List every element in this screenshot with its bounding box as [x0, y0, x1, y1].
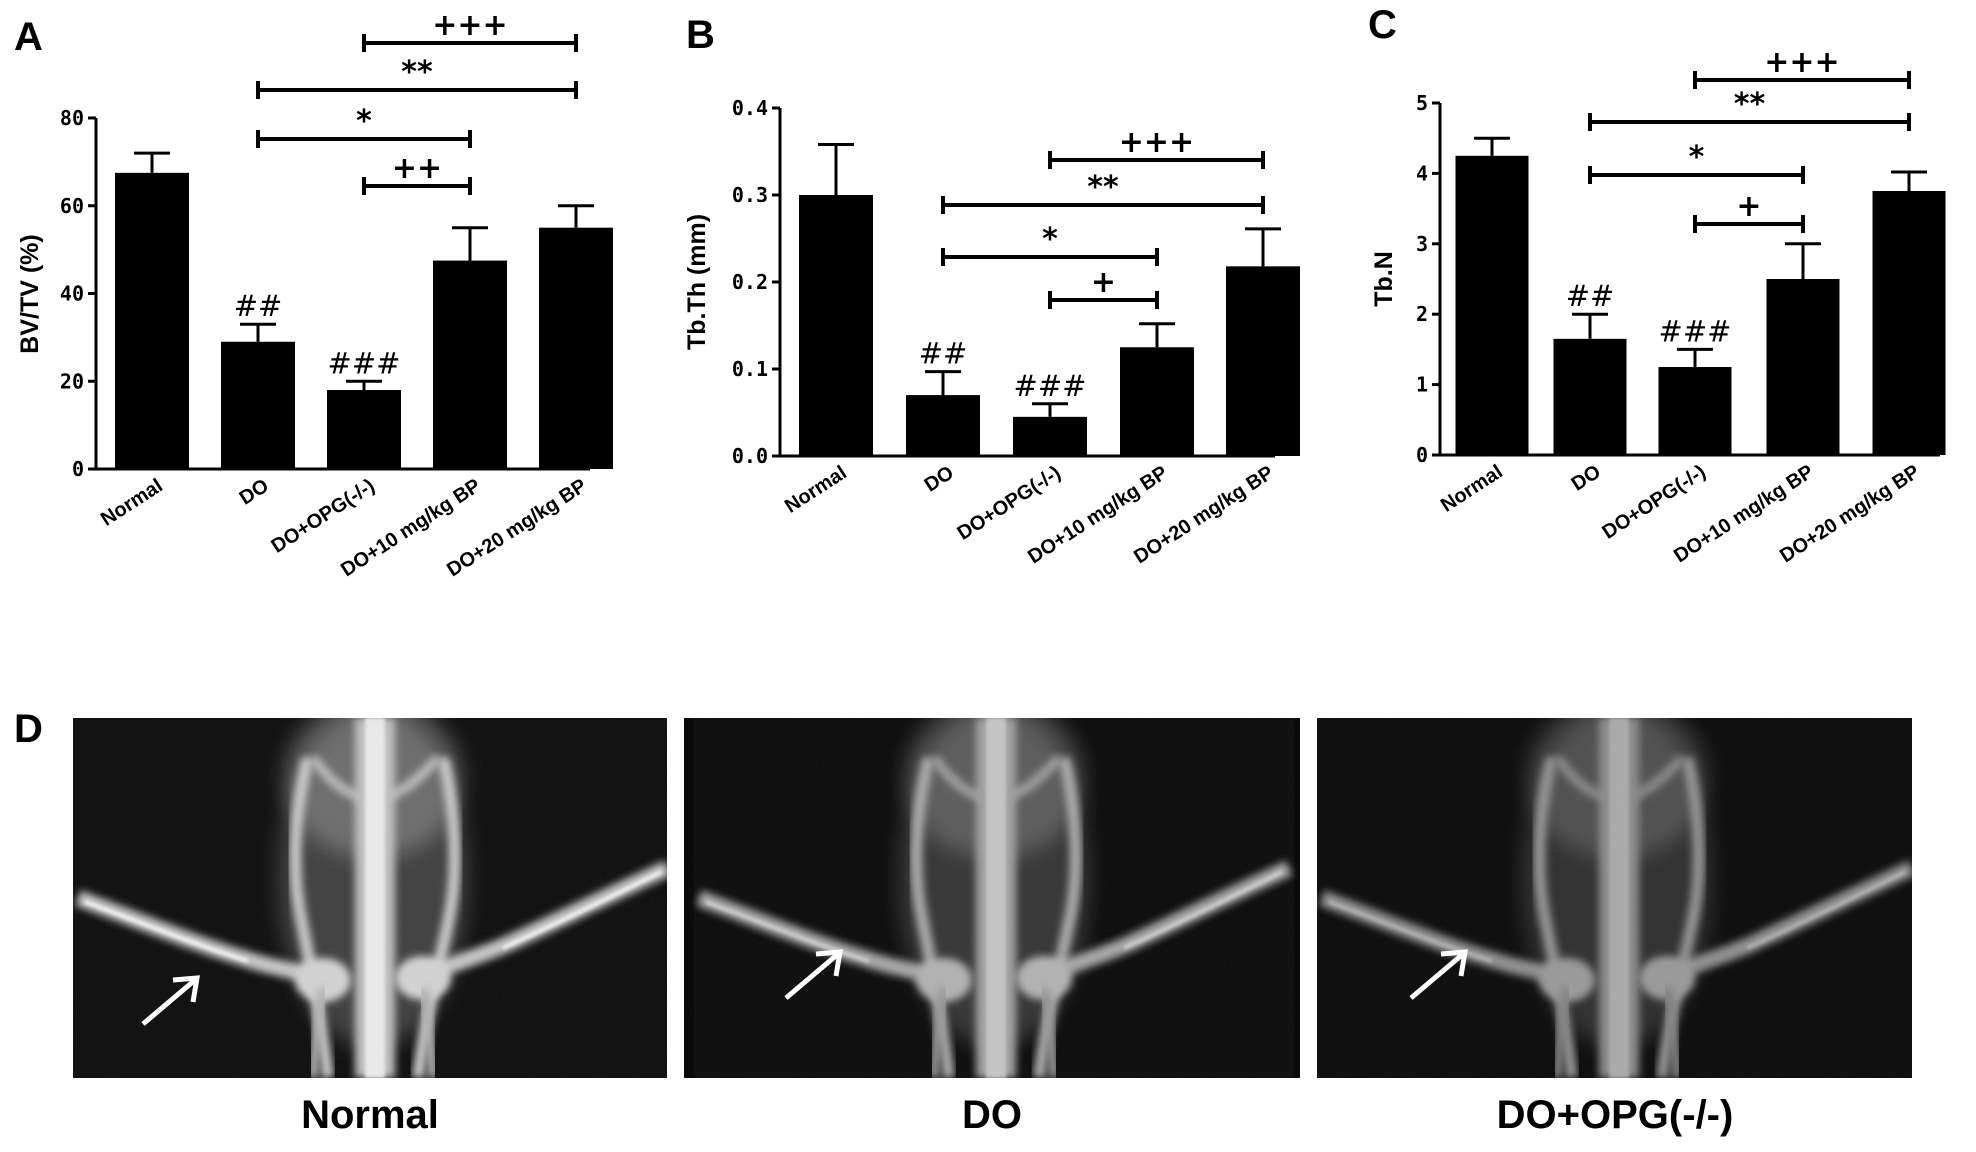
bar [327, 390, 401, 469]
category-label: Normal [781, 462, 851, 518]
significance-hash-label: ## [234, 289, 283, 323]
y-tick-label: 0 [1416, 443, 1428, 467]
bar [799, 195, 873, 456]
panel-letter-d: D [14, 707, 43, 751]
bar [1872, 191, 1946, 455]
category-label: DO+OPG(-/-) [1598, 461, 1709, 544]
comparison-label: ** [401, 55, 433, 90]
category-label: DO [1568, 461, 1605, 496]
bar [1553, 338, 1627, 455]
significance-hash-label: ### [328, 346, 401, 380]
caption-do: DO [962, 1093, 1022, 1137]
y-tick-label: 0.4 [732, 96, 768, 120]
y-tick-label: 80 [60, 106, 84, 130]
y-axis-label: Tb.Th (mm) [683, 214, 711, 350]
panel-letter-b: B [686, 13, 715, 57]
caption-do-opg: DO+OPG(-/-) [1497, 1093, 1734, 1137]
y-tick-label: 3 [1416, 232, 1428, 256]
category-label: DO+OPG(-/-) [953, 462, 1064, 545]
significance-hash-label: ### [1659, 314, 1732, 348]
y-axis-label: Tb.N [1370, 251, 1398, 307]
bar [1658, 367, 1732, 455]
bar [1226, 266, 1300, 456]
y-tick-label: 40 [60, 282, 84, 306]
white-arrow-icon [784, 949, 843, 1000]
comparison-label: * [356, 104, 372, 139]
significance-hash-label: ## [1566, 279, 1615, 313]
y-tick-label: 0.2 [732, 270, 768, 294]
panel-letter-a: A [14, 15, 43, 59]
comparison-label: +++ [1119, 125, 1194, 160]
significance-hash-label: ### [1014, 369, 1087, 403]
category-label: Normal [1437, 461, 1507, 517]
y-tick-label: 5 [1416, 91, 1428, 115]
bar [1455, 155, 1529, 456]
comparison-label: ** [1087, 170, 1119, 205]
bar [115, 172, 189, 469]
category-label: DO+OPG(-/-) [267, 475, 378, 558]
y-tick-label: 0.1 [732, 357, 768, 381]
bar [1013, 416, 1087, 456]
comparison-label: +++ [1764, 45, 1839, 80]
panel-letter-c: C [1368, 3, 1397, 47]
comparison-label: ** [1734, 87, 1766, 122]
y-tick-label: 0.3 [732, 183, 768, 207]
white-arrow-icon [141, 975, 200, 1026]
comparison-label: * [1042, 222, 1058, 257]
bar [433, 260, 507, 469]
comparison-label: * [1689, 140, 1705, 175]
y-tick-label: 0 [72, 457, 84, 481]
white-arrow-icon [1409, 949, 1468, 1000]
bar [539, 227, 613, 469]
y-tick-label: 20 [60, 369, 84, 393]
comparison-label: +++ [432, 8, 507, 43]
category-label: Normal [97, 475, 167, 531]
significance-hash-label: ## [919, 337, 968, 371]
y-tick-label: 2 [1416, 302, 1428, 326]
comparison-label: + [1091, 265, 1116, 300]
y-tick-label: 4 [1416, 161, 1428, 185]
y-tick-label: 0.0 [732, 444, 768, 468]
category-label: DO [921, 462, 958, 497]
xray-image-normal [73, 718, 667, 1078]
bar [1766, 279, 1840, 455]
bar [221, 341, 295, 469]
bar [906, 395, 980, 456]
y-tick-label: 60 [60, 194, 84, 218]
comparison-label: + [1736, 189, 1761, 224]
category-label: DO [236, 475, 273, 510]
bar [1120, 347, 1194, 456]
caption-normal: Normal [301, 1093, 439, 1137]
comparison-label: ++ [392, 151, 442, 186]
xray-image-do [684, 718, 1300, 1078]
xray-image-do-opg [1317, 718, 1912, 1078]
chart-tb-th: 0.0 0.1 0.2 0.3 0.4 Tb.Th (mm) Normal ## DO ### DO… [683, 96, 1300, 568]
chart-bv-tv: 0 20 40 60 80 BV/TV (%) Normal ## DO ### DO+OPG(-/… [16, 8, 613, 581]
y-tick-label: 1 [1416, 373, 1428, 397]
chart-tb-n: 012345Tb.NNormal##DO###DO+OPG(-/-)DO+10 … [1370, 45, 1946, 567]
y-axis-label: BV/TV (%) [16, 234, 44, 353]
